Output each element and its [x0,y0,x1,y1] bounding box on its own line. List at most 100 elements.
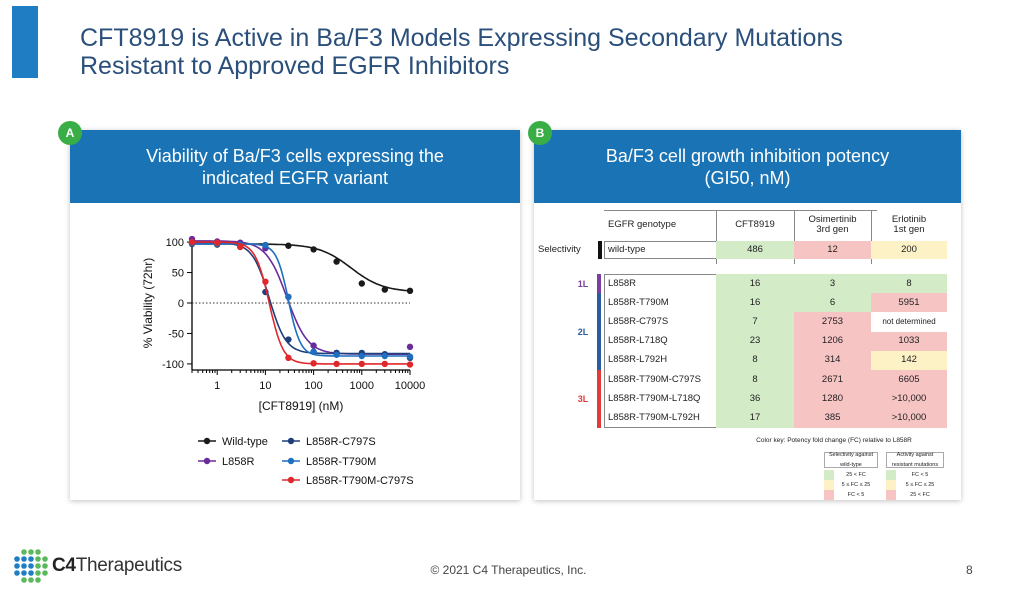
x-tick-label: 100 [304,380,322,392]
data-point [262,241,269,249]
wildtype-osimertinib: 12 [794,241,871,259]
x-axis-label: [CFT8919] (nM) [259,399,344,413]
logo-dot [35,563,41,569]
erlotinib-cell: 8 [871,274,947,294]
logo-dot [21,577,27,583]
logo-dot [28,556,34,562]
cft8919-cell: 17 [716,408,794,428]
series-curve [192,241,410,365]
column-divider [871,210,872,264]
data-point [406,353,414,360]
legend-label: L858R [222,456,254,468]
genotype-cell: L858R-T790M-C797S [608,373,701,385]
key-selectivity-entry: 25 < FC [846,472,866,478]
cft8919-cell: 36 [716,389,794,409]
logo-dot [14,563,20,569]
key-swatch [824,480,834,490]
erlotinib-cell: 142 [871,350,947,370]
x-tick-label: 1 [214,380,220,392]
panel-a: Viability of Ba/F3 cells expressing the … [70,130,520,500]
logo-dot [21,563,27,569]
wildtype-cft8919: 486 [716,241,794,259]
data-point [406,287,414,295]
legend-marker [203,437,211,445]
page-number: 8 [966,563,973,577]
x-tick-label: 10 [259,380,271,392]
erlotinib-cell: 5951 [871,293,947,313]
color-key-title: Color key: Potency fold change (FC) rela… [756,437,912,444]
wildtype-genotype: wild-type [608,244,646,255]
logo-dot [35,556,41,562]
logo-dot [14,556,20,562]
panel-a-header-line1: Viability of Ba/F3 cells expressing the [146,145,444,166]
erlotinib-cell: not determined [871,312,947,332]
logo-dot [35,570,41,576]
data-point [381,360,388,368]
selectivity-label: Selectivity [538,244,581,255]
key-swatch [886,490,896,500]
series-curve [192,241,410,355]
data-point [406,361,414,368]
data-point [358,360,366,368]
data-point [236,243,244,251]
column-divider [716,210,717,264]
footer-copyright: © 2021 C4 Therapeutics, Inc. [430,563,587,577]
line-of-therapy-bar [597,293,601,370]
logo-dot [42,570,48,576]
potency-table: EGFR genotype CFT8919 Osimertinib 3rd gen Er… [534,130,961,500]
column-header-genotype: EGFR genotype [608,219,677,230]
column-header-erlotinib: Erlotinib 1st gen [891,214,927,235]
y-tick-label: -100 [162,359,184,371]
logo-c4: C4 [52,555,76,576]
legend-label: L858R-T790M [306,456,376,468]
genotype-cell: L858R-T790M-L718Q [608,392,701,404]
line-of-therapy-label: 3L [577,393,589,404]
key-activity-entry: 25 < FC [910,492,930,498]
slide-title: CFT8919 is Active in Ba/F3 Models Expres… [80,24,980,80]
genotype-cell: L858R [608,277,636,289]
key-selectivity-entry: 5 ≤ FC ≤ 25 [841,482,871,488]
series-curve [192,240,410,355]
data-point [333,351,340,358]
cft8919-cell: 7 [716,312,794,332]
panel-b-header: Ba/F3 cell growth inhibition potency (GI… [534,130,961,203]
line-of-therapy-label: 2L [577,326,589,337]
y-tick-label: -50 [168,328,184,340]
panel-b-header-line1: Ba/F3 cell growth inhibition potency [605,145,890,166]
data-point [285,354,292,362]
cft8919-cell: 16 [716,293,794,313]
osimertinib-cell: 1206 [794,331,871,351]
series-curve [192,243,411,292]
panel-b-header-line2: (GI50, nM) [704,167,791,188]
c4-logo-icon [14,549,48,583]
data-point [358,280,366,287]
genotype-cell: L858R-T790M-L792H [608,411,700,423]
data-point [358,352,366,360]
table-header-top-border [604,210,877,240]
osimertinib-cell: 2671 [794,370,871,390]
logo-dot [14,570,20,576]
logo-dot [21,549,27,555]
data-point [188,238,196,246]
y-tick-label: 100 [166,237,184,249]
key-activity-entry: 5 ≤ FC ≤ 25 [905,482,935,488]
osimertinib-cell: 2753 [794,312,871,332]
y-tick-label: 50 [172,268,184,280]
key-swatch [886,480,896,490]
genotype-cell: L858R-L792H [608,354,668,366]
data-point [262,278,269,285]
legend-label: L858R-C797S [306,436,376,448]
genotype-cell: L858R-L718Q [608,335,668,347]
key-activity-header: Activity against resistant mutations [886,452,944,468]
panel-b: Ba/F3 cell growth inhibition potency (GI… [534,130,961,500]
key-selectivity-header: Selectivity against wild-type [824,452,878,468]
slide-title-line1: CFT8919 is Active in Ba/F3 Models Expres… [80,24,843,52]
column-header-osimertinib: Osimertinib 3rd gen [808,214,857,235]
cft8919-cell: 16 [716,274,794,294]
column-header-cft8919: CFT8919 [735,219,775,230]
data-point [333,360,340,368]
logo-dot [21,570,27,576]
title-accent-bar [12,6,38,78]
osimertinib-cell: 6 [794,293,871,313]
logo-dot [35,577,41,583]
